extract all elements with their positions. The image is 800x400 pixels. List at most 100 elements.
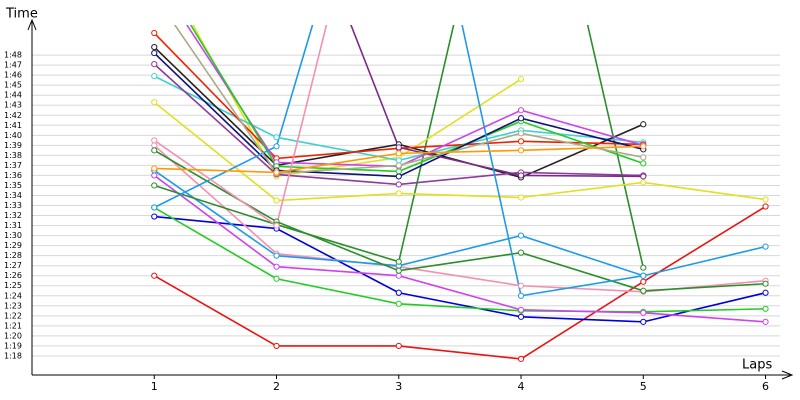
y-tick-label: 1:34	[4, 191, 22, 200]
point	[395, 144, 402, 151]
y-tick-label: 1:38	[4, 151, 22, 160]
point	[517, 292, 525, 299]
point	[517, 313, 525, 320]
point	[151, 272, 158, 279]
series-line	[154, 215, 766, 323]
y-tick-label: 1:31	[4, 221, 22, 230]
series-line	[153, 32, 644, 160]
point	[517, 147, 525, 154]
series-line	[192, 25, 522, 178]
y-tick-label: 1:41	[4, 121, 22, 130]
point	[395, 162, 402, 169]
y-tick-label: 1:24	[4, 291, 22, 300]
point	[640, 154, 647, 161]
point	[395, 272, 402, 279]
point	[395, 168, 402, 175]
point	[762, 318, 769, 325]
point	[517, 76, 525, 83]
point	[517, 355, 525, 363]
point	[517, 115, 525, 122]
point	[395, 157, 402, 164]
y-tick-label: 1:43	[4, 101, 22, 110]
series-line	[153, 169, 766, 277]
point	[151, 137, 158, 144]
point	[640, 121, 647, 128]
x-tick-label: 6	[762, 380, 769, 393]
point	[151, 73, 158, 80]
point	[151, 172, 158, 179]
point	[762, 196, 769, 203]
point	[640, 272, 647, 279]
series-line	[153, 205, 766, 360]
point	[517, 232, 525, 239]
point	[762, 203, 769, 210]
point	[640, 160, 647, 167]
point	[517, 130, 525, 137]
point	[762, 289, 769, 296]
y-tick-label: 1:30	[4, 231, 22, 240]
point	[395, 342, 402, 350]
point	[395, 267, 402, 274]
series-line	[153, 149, 766, 292]
point	[273, 134, 280, 141]
y-tick-label: 1:35	[4, 181, 22, 190]
point	[395, 190, 402, 197]
point	[640, 287, 647, 294]
x-tick-label: 1	[151, 380, 158, 393]
point	[273, 143, 280, 150]
plot-area	[151, 25, 769, 363]
series-line	[153, 25, 328, 227]
point	[762, 243, 769, 250]
point	[517, 194, 525, 201]
point	[151, 61, 158, 68]
point	[640, 143, 647, 150]
point	[151, 213, 158, 220]
y-tick-label: 1:36	[4, 171, 22, 180]
point	[395, 300, 402, 307]
point	[151, 49, 158, 57]
point	[273, 275, 280, 282]
point	[395, 150, 402, 157]
y-tick-label: 1:18	[4, 351, 22, 360]
y-tick-label: 1:40	[4, 131, 22, 140]
y-tick-label: 1:23	[4, 301, 22, 310]
point	[762, 280, 769, 287]
y-tick-label: 1:22	[4, 311, 22, 320]
y-tick-label: 1:48	[4, 51, 22, 60]
y-tick-label: 1:42	[4, 111, 22, 120]
grid	[32, 54, 780, 357]
y-tick-label: 1:33	[4, 201, 22, 210]
point	[151, 142, 158, 149]
y-tick-label: 1:20	[4, 331, 22, 340]
point	[151, 147, 158, 154]
y-tick-label: 1:46	[4, 71, 22, 80]
y-tick-label: 1:45	[4, 81, 22, 90]
point	[151, 43, 158, 51]
point	[395, 289, 402, 296]
point	[273, 222, 280, 229]
point	[640, 309, 647, 316]
point	[640, 318, 647, 325]
y-tick-label: 1:44	[4, 91, 22, 100]
series-line	[154, 25, 645, 268]
y-tick-label: 1:25	[4, 281, 22, 290]
point	[517, 138, 525, 145]
point	[273, 252, 280, 259]
point	[151, 182, 158, 189]
y-tick-label: 1:47	[4, 61, 22, 70]
point	[640, 173, 647, 180]
point	[273, 197, 280, 204]
y-tick-label: 1:39	[4, 141, 22, 150]
point	[273, 169, 280, 176]
y-tick-label: 1:26	[4, 271, 22, 280]
y-tick-label: 1:21	[4, 321, 22, 330]
series-line	[153, 25, 644, 297]
x-tick-label: 5	[640, 380, 647, 393]
y-arrow	[27, 18, 37, 31]
y-tick-label: 1:19	[4, 341, 22, 350]
series-line	[153, 206, 766, 313]
y-tick-label: 1:32	[4, 211, 22, 220]
y-axis-label: Time	[5, 7, 38, 22]
y-tick-label: 1:27	[4, 261, 22, 270]
